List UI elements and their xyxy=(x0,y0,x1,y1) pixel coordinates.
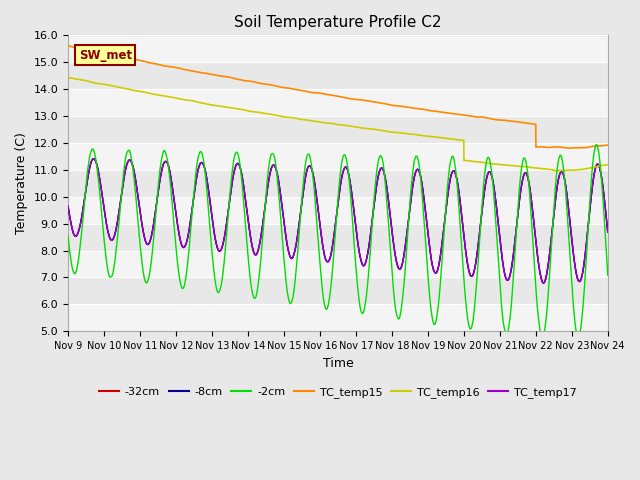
Bar xyxy=(68,251,608,277)
Legend: -32cm, -8cm, -2cm, TC_temp15, TC_temp16, TC_temp17: -32cm, -8cm, -2cm, TC_temp15, TC_temp16,… xyxy=(95,383,581,403)
Bar xyxy=(68,143,608,170)
Y-axis label: Temperature (C): Temperature (C) xyxy=(15,132,28,234)
Bar xyxy=(68,197,608,224)
X-axis label: Time: Time xyxy=(323,357,353,370)
Bar xyxy=(68,304,608,331)
Bar xyxy=(68,36,608,62)
Text: SW_met: SW_met xyxy=(79,48,132,61)
Bar xyxy=(68,89,608,116)
Title: Soil Temperature Profile C2: Soil Temperature Profile C2 xyxy=(234,15,442,30)
